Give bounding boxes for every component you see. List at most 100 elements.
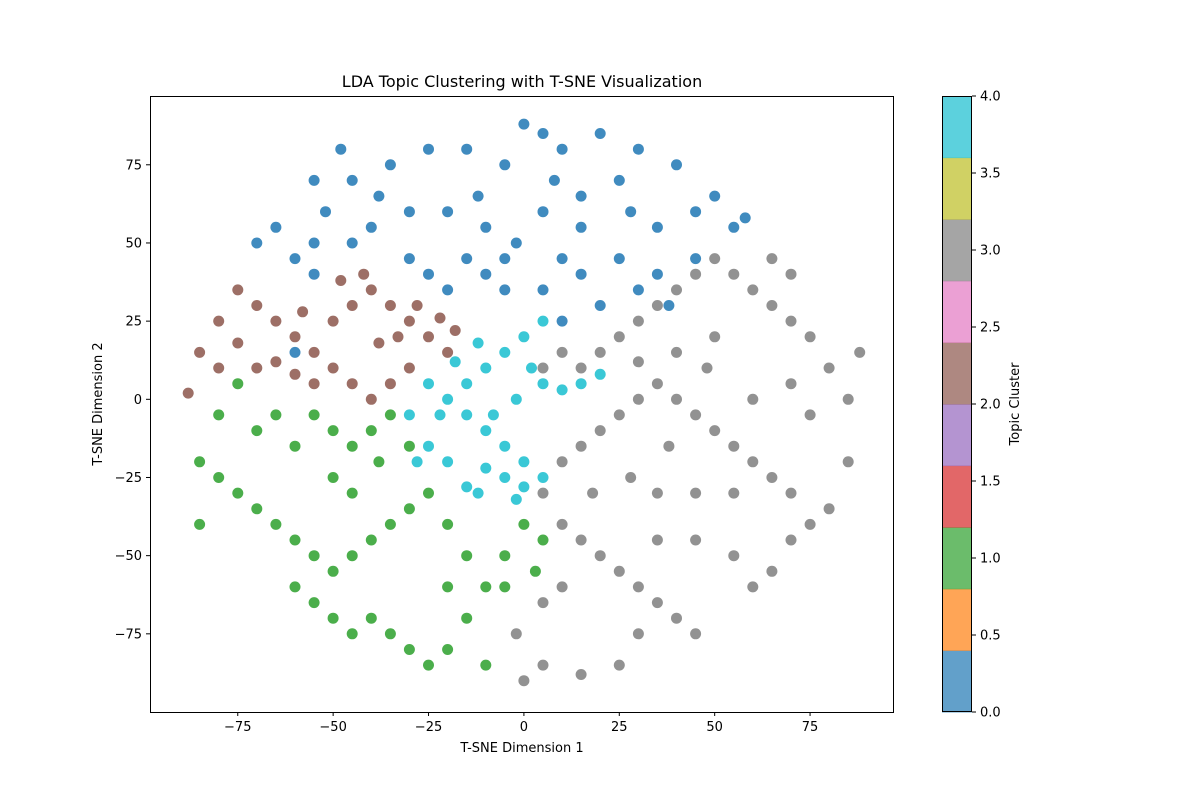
colorbar-band <box>942 219 972 282</box>
data-point <box>289 253 301 265</box>
data-point <box>487 409 499 421</box>
scatter-points <box>182 118 866 687</box>
data-point <box>289 368 301 380</box>
data-point <box>232 487 244 499</box>
data-point <box>747 393 759 405</box>
colorbar-band <box>942 650 972 713</box>
data-point <box>480 221 492 233</box>
data-point <box>308 378 320 390</box>
data-point <box>346 237 358 249</box>
data-point <box>480 581 492 593</box>
data-point <box>651 221 663 233</box>
data-point <box>499 159 511 171</box>
data-point <box>632 393 644 405</box>
data-point <box>671 346 682 358</box>
data-point <box>518 675 530 687</box>
x-tick-label: −75 <box>224 720 251 735</box>
y-axis-label: T-SNE Dimension 2 <box>91 342 106 466</box>
data-point <box>480 425 492 437</box>
data-point <box>510 628 522 640</box>
data-point <box>632 284 644 296</box>
data-point <box>804 409 816 421</box>
data-point <box>251 503 263 515</box>
data-point <box>690 253 702 265</box>
data-point <box>346 300 358 311</box>
data-point <box>785 378 797 390</box>
y-tick-label: 0 <box>134 393 142 408</box>
data-point <box>327 315 339 327</box>
colorbar-tick-label: 3.5 <box>980 167 1001 182</box>
data-point <box>510 393 522 405</box>
data-point <box>308 597 320 609</box>
data-point <box>384 300 396 311</box>
data-point <box>403 253 415 265</box>
data-point <box>709 190 721 202</box>
colorbar-tick-label: 2.5 <box>980 321 1001 336</box>
data-point <box>823 362 835 374</box>
data-point <box>297 306 309 318</box>
data-point <box>308 237 320 249</box>
data-point <box>651 487 663 499</box>
data-point <box>365 393 377 405</box>
data-point <box>232 337 244 349</box>
data-point <box>766 565 778 577</box>
data-point <box>423 268 434 280</box>
data-point <box>537 597 549 609</box>
data-point <box>289 534 301 546</box>
data-point <box>575 534 587 546</box>
data-point <box>537 128 549 139</box>
data-point <box>423 378 434 390</box>
data-point <box>556 143 568 155</box>
data-point <box>232 378 244 390</box>
data-point <box>392 331 404 343</box>
data-point <box>365 534 377 546</box>
data-point <box>403 644 415 655</box>
data-point <box>613 409 625 421</box>
colorbar-band <box>942 527 972 590</box>
data-point <box>709 253 721 265</box>
y-tick-label: 75 <box>125 158 142 173</box>
data-point <box>327 362 339 374</box>
x-tick-label: 50 <box>706 720 723 735</box>
data-point <box>663 440 675 452</box>
data-point <box>625 206 637 218</box>
data-point <box>308 550 320 562</box>
data-point <box>537 284 549 296</box>
data-point <box>327 565 339 577</box>
data-point <box>632 581 644 593</box>
data-point <box>518 331 530 343</box>
data-point <box>701 362 713 374</box>
data-point <box>270 356 282 368</box>
data-point <box>518 456 530 468</box>
data-point <box>442 644 454 655</box>
colorbar-band <box>942 280 972 343</box>
data-point <box>480 362 492 374</box>
colorbar-tick-label: 1.5 <box>980 475 1001 490</box>
data-point <box>537 487 549 499</box>
data-point <box>728 550 740 562</box>
data-point <box>594 550 606 562</box>
data-point <box>251 425 263 437</box>
data-point <box>213 362 225 374</box>
data-point <box>289 331 301 343</box>
data-point <box>804 331 816 343</box>
data-point <box>346 487 358 499</box>
data-point <box>529 565 541 577</box>
data-point <box>537 659 549 671</box>
data-point <box>480 462 492 474</box>
data-point <box>537 378 549 390</box>
data-point <box>423 143 434 155</box>
colorbar-tick-label: 3.0 <box>980 244 1001 259</box>
data-point <box>289 581 301 593</box>
data-point <box>403 362 415 374</box>
data-point <box>842 456 854 468</box>
data-point <box>785 315 797 327</box>
data-point <box>556 384 568 396</box>
colorbar-band <box>942 588 972 651</box>
data-point <box>232 284 244 296</box>
colorbar-band <box>942 404 972 467</box>
data-point <box>423 659 434 671</box>
data-point <box>442 456 454 468</box>
data-point <box>442 393 454 405</box>
data-point <box>548 174 560 186</box>
